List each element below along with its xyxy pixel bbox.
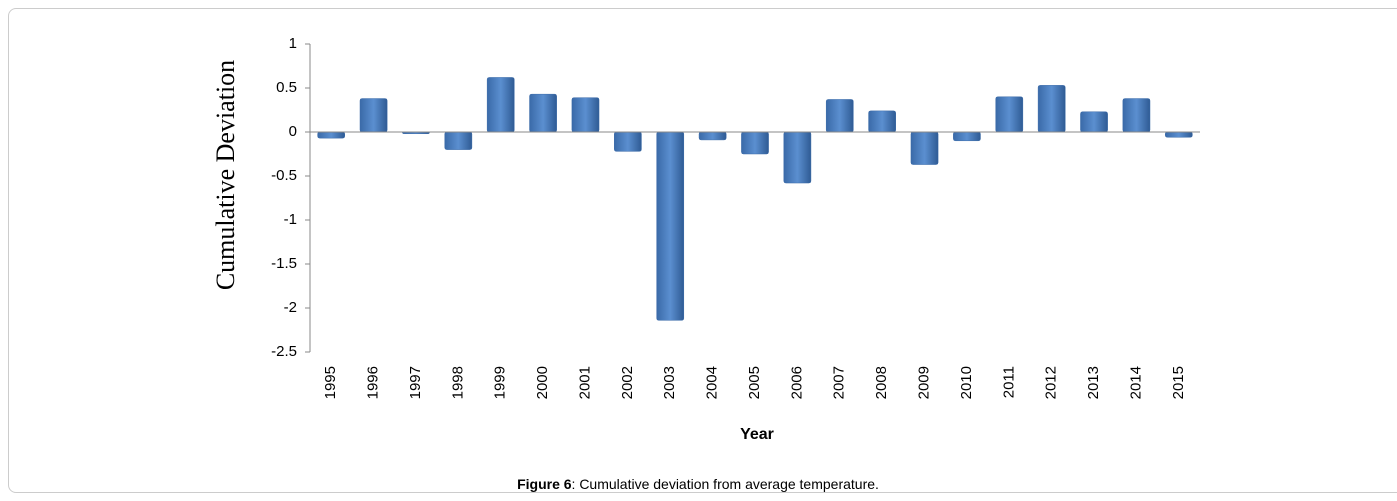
x-tick-label: 1996 [365,366,382,399]
x-tick-label: 2007 [831,366,848,399]
x-tick-label: 1995 [322,366,339,399]
bar [1164,131,1193,138]
y-tick-label: 0.5 [276,79,297,96]
x-tick-label: 1997 [407,366,424,399]
x-tick-label: 2006 [788,366,805,399]
caption-label: Figure 6 [517,476,572,492]
bar [995,96,1024,133]
x-tick-label: 2011 [1000,366,1017,398]
x-tick-label: 2015 [1170,366,1187,399]
x-tick-label: 2005 [746,366,763,399]
bar [529,93,557,133]
y-tick-label: 1 [289,35,297,52]
bar [571,97,600,133]
x-tick-label: 2013 [1085,366,1102,399]
caption: Figure 6: Cumulative deviation from aver… [517,476,879,492]
caption-text: : Cumulative deviation from average temp… [572,476,879,492]
bar [910,131,939,165]
bar [486,77,515,133]
x-axis-label: Year [740,426,774,443]
bar [317,131,346,139]
y-tick-label: -2 [284,299,297,316]
bar [1080,111,1108,133]
bar [1122,98,1151,133]
x-tick-label: 2001 [576,366,593,399]
figure-panel [8,8,1397,493]
y-tick-label: -1 [284,211,297,228]
bar [783,131,812,184]
bar [825,99,854,133]
x-tick-label: 2009 [915,366,932,399]
y-tick-label: -2.5 [271,343,297,360]
x-tick-label: 1999 [492,366,509,399]
x-tick-label: 2010 [958,366,975,399]
bar [698,131,727,141]
bar [656,131,685,321]
bar [614,131,642,152]
y-tick-label: 0 [289,123,297,140]
bar [444,131,473,150]
x-tick-label: 2004 [704,366,721,399]
bar [741,131,769,155]
x-tick-label: 2000 [534,366,551,399]
y-tick-label: -1.5 [271,255,297,272]
y-axis-label: Cumulative Deviation [211,60,240,290]
bar [953,131,981,142]
x-tick-label: 2014 [1127,366,1144,399]
bar [868,110,896,133]
x-tick-label: 2008 [873,366,890,399]
x-tick-label: 2002 [619,366,636,399]
y-tick-label: -0.5 [271,167,297,184]
x-tick-label: 1998 [449,366,466,399]
bar [1037,85,1066,133]
x-tick-label: 2003 [661,366,678,399]
x-tick-label: 2012 [1043,366,1060,399]
bar [359,98,388,133]
